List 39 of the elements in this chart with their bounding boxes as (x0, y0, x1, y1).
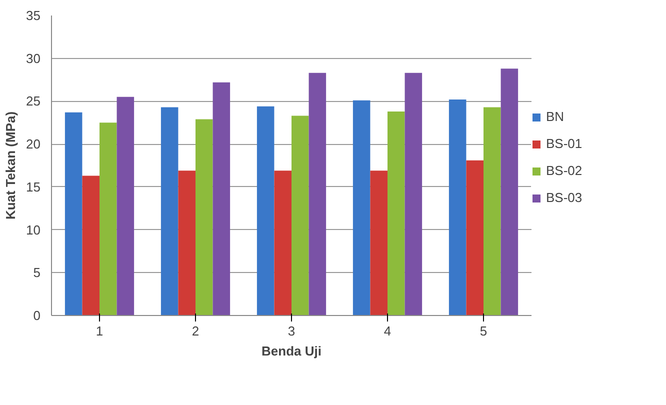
bar (352, 100, 370, 316)
y-tick-label: 35 (26, 8, 41, 23)
bar (178, 170, 196, 316)
bar (308, 72, 326, 316)
bar (448, 100, 466, 316)
bar (274, 170, 292, 316)
x-tick-label: 1 (96, 324, 104, 338)
x-tick-label: 5 (480, 324, 488, 338)
y-tick-label: 5 (33, 265, 41, 280)
bar (404, 72, 422, 316)
bar (256, 106, 274, 316)
legend-label: BS-02 (546, 163, 582, 178)
y-tick-label: 15 (26, 179, 41, 194)
x-axis-title: Benda Uji (262, 344, 322, 358)
y-tick-label: 10 (26, 222, 41, 238)
bar (160, 107, 178, 316)
bar (292, 116, 309, 316)
x-tick-label: 3 (288, 324, 296, 338)
legend-label: BS-03 (546, 190, 582, 205)
y-tick-label: 30 (26, 50, 41, 66)
legend-label: BN (546, 109, 566, 124)
bar (82, 176, 100, 316)
bar (370, 170, 388, 316)
bar (196, 119, 213, 316)
bar (500, 68, 518, 316)
y-tick-label: 20 (26, 136, 41, 152)
bar (64, 112, 82, 316)
bar (484, 107, 501, 316)
x-tick-label: 2 (192, 324, 200, 338)
y-axis-title: Kuat Tekan (MPa) (3, 111, 18, 220)
bar (100, 122, 117, 316)
y-tick-label: 25 (26, 94, 41, 109)
bar (466, 160, 484, 316)
x-tick-label: 4 (384, 324, 392, 338)
bar (116, 96, 134, 316)
legend-label: BS-01 (546, 136, 582, 151)
y-tick-label: 0 (33, 308, 41, 323)
bar (388, 112, 405, 316)
bar (212, 82, 230, 316)
